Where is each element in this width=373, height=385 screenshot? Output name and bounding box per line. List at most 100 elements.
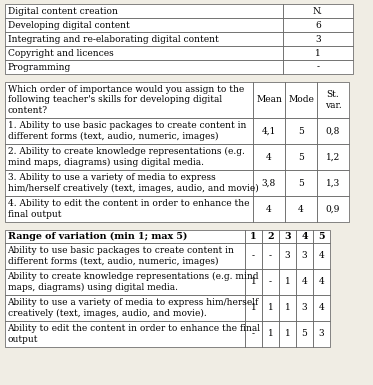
Text: Ability to create knowledge representations (e.g. mind
maps, diagrams) using dig: Ability to create knowledge representati… xyxy=(7,272,259,292)
Text: 5: 5 xyxy=(298,127,304,136)
Bar xyxy=(262,295,279,321)
Bar xyxy=(317,82,349,118)
Bar xyxy=(313,269,330,295)
Bar xyxy=(253,118,285,144)
Bar xyxy=(279,269,296,295)
Bar xyxy=(317,144,349,170)
Bar xyxy=(283,32,353,46)
Bar xyxy=(285,196,317,222)
Bar xyxy=(5,46,283,60)
Bar xyxy=(245,269,262,295)
Bar xyxy=(5,243,245,269)
Bar xyxy=(285,170,317,196)
Bar xyxy=(253,170,285,196)
Bar xyxy=(245,295,262,321)
Text: -: - xyxy=(252,251,255,261)
Text: Range of variation (min 1; max 5): Range of variation (min 1; max 5) xyxy=(7,232,187,241)
Text: 1: 1 xyxy=(267,330,273,338)
Text: 2. Ability to create knowledge representations (e.g.
mind maps, diagrams) using : 2. Ability to create knowledge represent… xyxy=(7,147,244,167)
Text: Ability to edit the content in order to enhance the final
output: Ability to edit the content in order to … xyxy=(7,324,260,344)
Text: 3. Ability to use a variety of media to express
him/herself creatively (text, im: 3. Ability to use a variety of media to … xyxy=(7,173,258,193)
Text: 5: 5 xyxy=(298,152,304,161)
Bar xyxy=(5,170,253,196)
Bar xyxy=(262,243,279,269)
Bar xyxy=(5,18,283,32)
Bar xyxy=(283,60,353,74)
Text: 1: 1 xyxy=(285,303,290,313)
Bar xyxy=(296,295,313,321)
Bar xyxy=(317,170,349,196)
Bar xyxy=(313,230,330,243)
Text: 1: 1 xyxy=(285,278,290,286)
Text: -: - xyxy=(252,330,255,338)
Bar xyxy=(283,4,353,18)
Text: 1. Ability to use basic packages to create content in
different forms (text, aud: 1. Ability to use basic packages to crea… xyxy=(7,121,246,141)
Bar xyxy=(5,82,253,118)
Bar xyxy=(285,118,317,144)
Bar xyxy=(279,243,296,269)
Text: 4: 4 xyxy=(298,204,304,214)
Bar xyxy=(285,82,317,118)
Bar xyxy=(296,269,313,295)
Bar xyxy=(313,243,330,269)
Bar xyxy=(262,269,279,295)
Bar xyxy=(296,230,313,243)
Text: 1,3: 1,3 xyxy=(326,179,340,187)
Text: 3,8: 3,8 xyxy=(262,179,276,187)
Text: St.
var.: St. var. xyxy=(325,90,341,110)
Text: Ability to use basic packages to create content in
different forms (text, audio,: Ability to use basic packages to create … xyxy=(7,246,234,266)
Bar xyxy=(283,46,353,60)
Bar xyxy=(5,269,245,295)
Text: 4: 4 xyxy=(319,278,325,286)
Bar xyxy=(245,321,262,347)
Text: 1: 1 xyxy=(285,330,290,338)
Text: 1: 1 xyxy=(251,278,256,286)
Text: -: - xyxy=(269,251,272,261)
Bar xyxy=(283,18,353,32)
Text: 3: 3 xyxy=(285,251,290,261)
Bar xyxy=(279,321,296,347)
Text: Ability to use a variety of media to express him/herself
creatively (text, image: Ability to use a variety of media to exp… xyxy=(7,298,259,318)
Text: Integrating and re-elaborating digital content: Integrating and re-elaborating digital c… xyxy=(7,35,218,44)
Bar xyxy=(5,32,283,46)
Bar xyxy=(262,321,279,347)
Text: Developing digital content: Developing digital content xyxy=(7,20,129,30)
Bar xyxy=(313,321,330,347)
Text: 4. Ability to edit the content in order to enhance the
final output: 4. Ability to edit the content in order … xyxy=(7,199,249,219)
Bar xyxy=(5,60,283,74)
Text: 0,9: 0,9 xyxy=(326,204,340,214)
Text: Mean: Mean xyxy=(256,95,282,104)
Text: 4,1: 4,1 xyxy=(262,127,276,136)
Text: 1: 1 xyxy=(250,232,257,241)
Text: 1: 1 xyxy=(267,303,273,313)
Bar xyxy=(296,321,313,347)
Text: 1,2: 1,2 xyxy=(326,152,340,161)
Text: 3: 3 xyxy=(319,330,324,338)
Text: 4: 4 xyxy=(319,303,325,313)
Text: N.: N. xyxy=(313,7,323,15)
Bar xyxy=(253,144,285,170)
Bar xyxy=(262,230,279,243)
Bar xyxy=(5,230,245,243)
Text: -: - xyxy=(317,62,320,72)
Bar xyxy=(285,144,317,170)
Bar xyxy=(279,230,296,243)
Text: 5: 5 xyxy=(298,179,304,187)
Text: 1: 1 xyxy=(251,303,256,313)
Bar xyxy=(313,295,330,321)
Bar xyxy=(245,230,262,243)
Text: 0,8: 0,8 xyxy=(326,127,340,136)
Bar xyxy=(245,243,262,269)
Text: 4: 4 xyxy=(301,232,308,241)
Text: 5: 5 xyxy=(301,330,307,338)
Text: 6: 6 xyxy=(315,20,321,30)
Text: 3: 3 xyxy=(302,251,307,261)
Bar xyxy=(317,196,349,222)
Text: 3: 3 xyxy=(302,303,307,313)
Bar xyxy=(279,295,296,321)
Bar xyxy=(5,144,253,170)
Bar xyxy=(5,295,245,321)
Text: 4: 4 xyxy=(266,204,272,214)
Bar xyxy=(5,118,253,144)
Bar xyxy=(253,196,285,222)
